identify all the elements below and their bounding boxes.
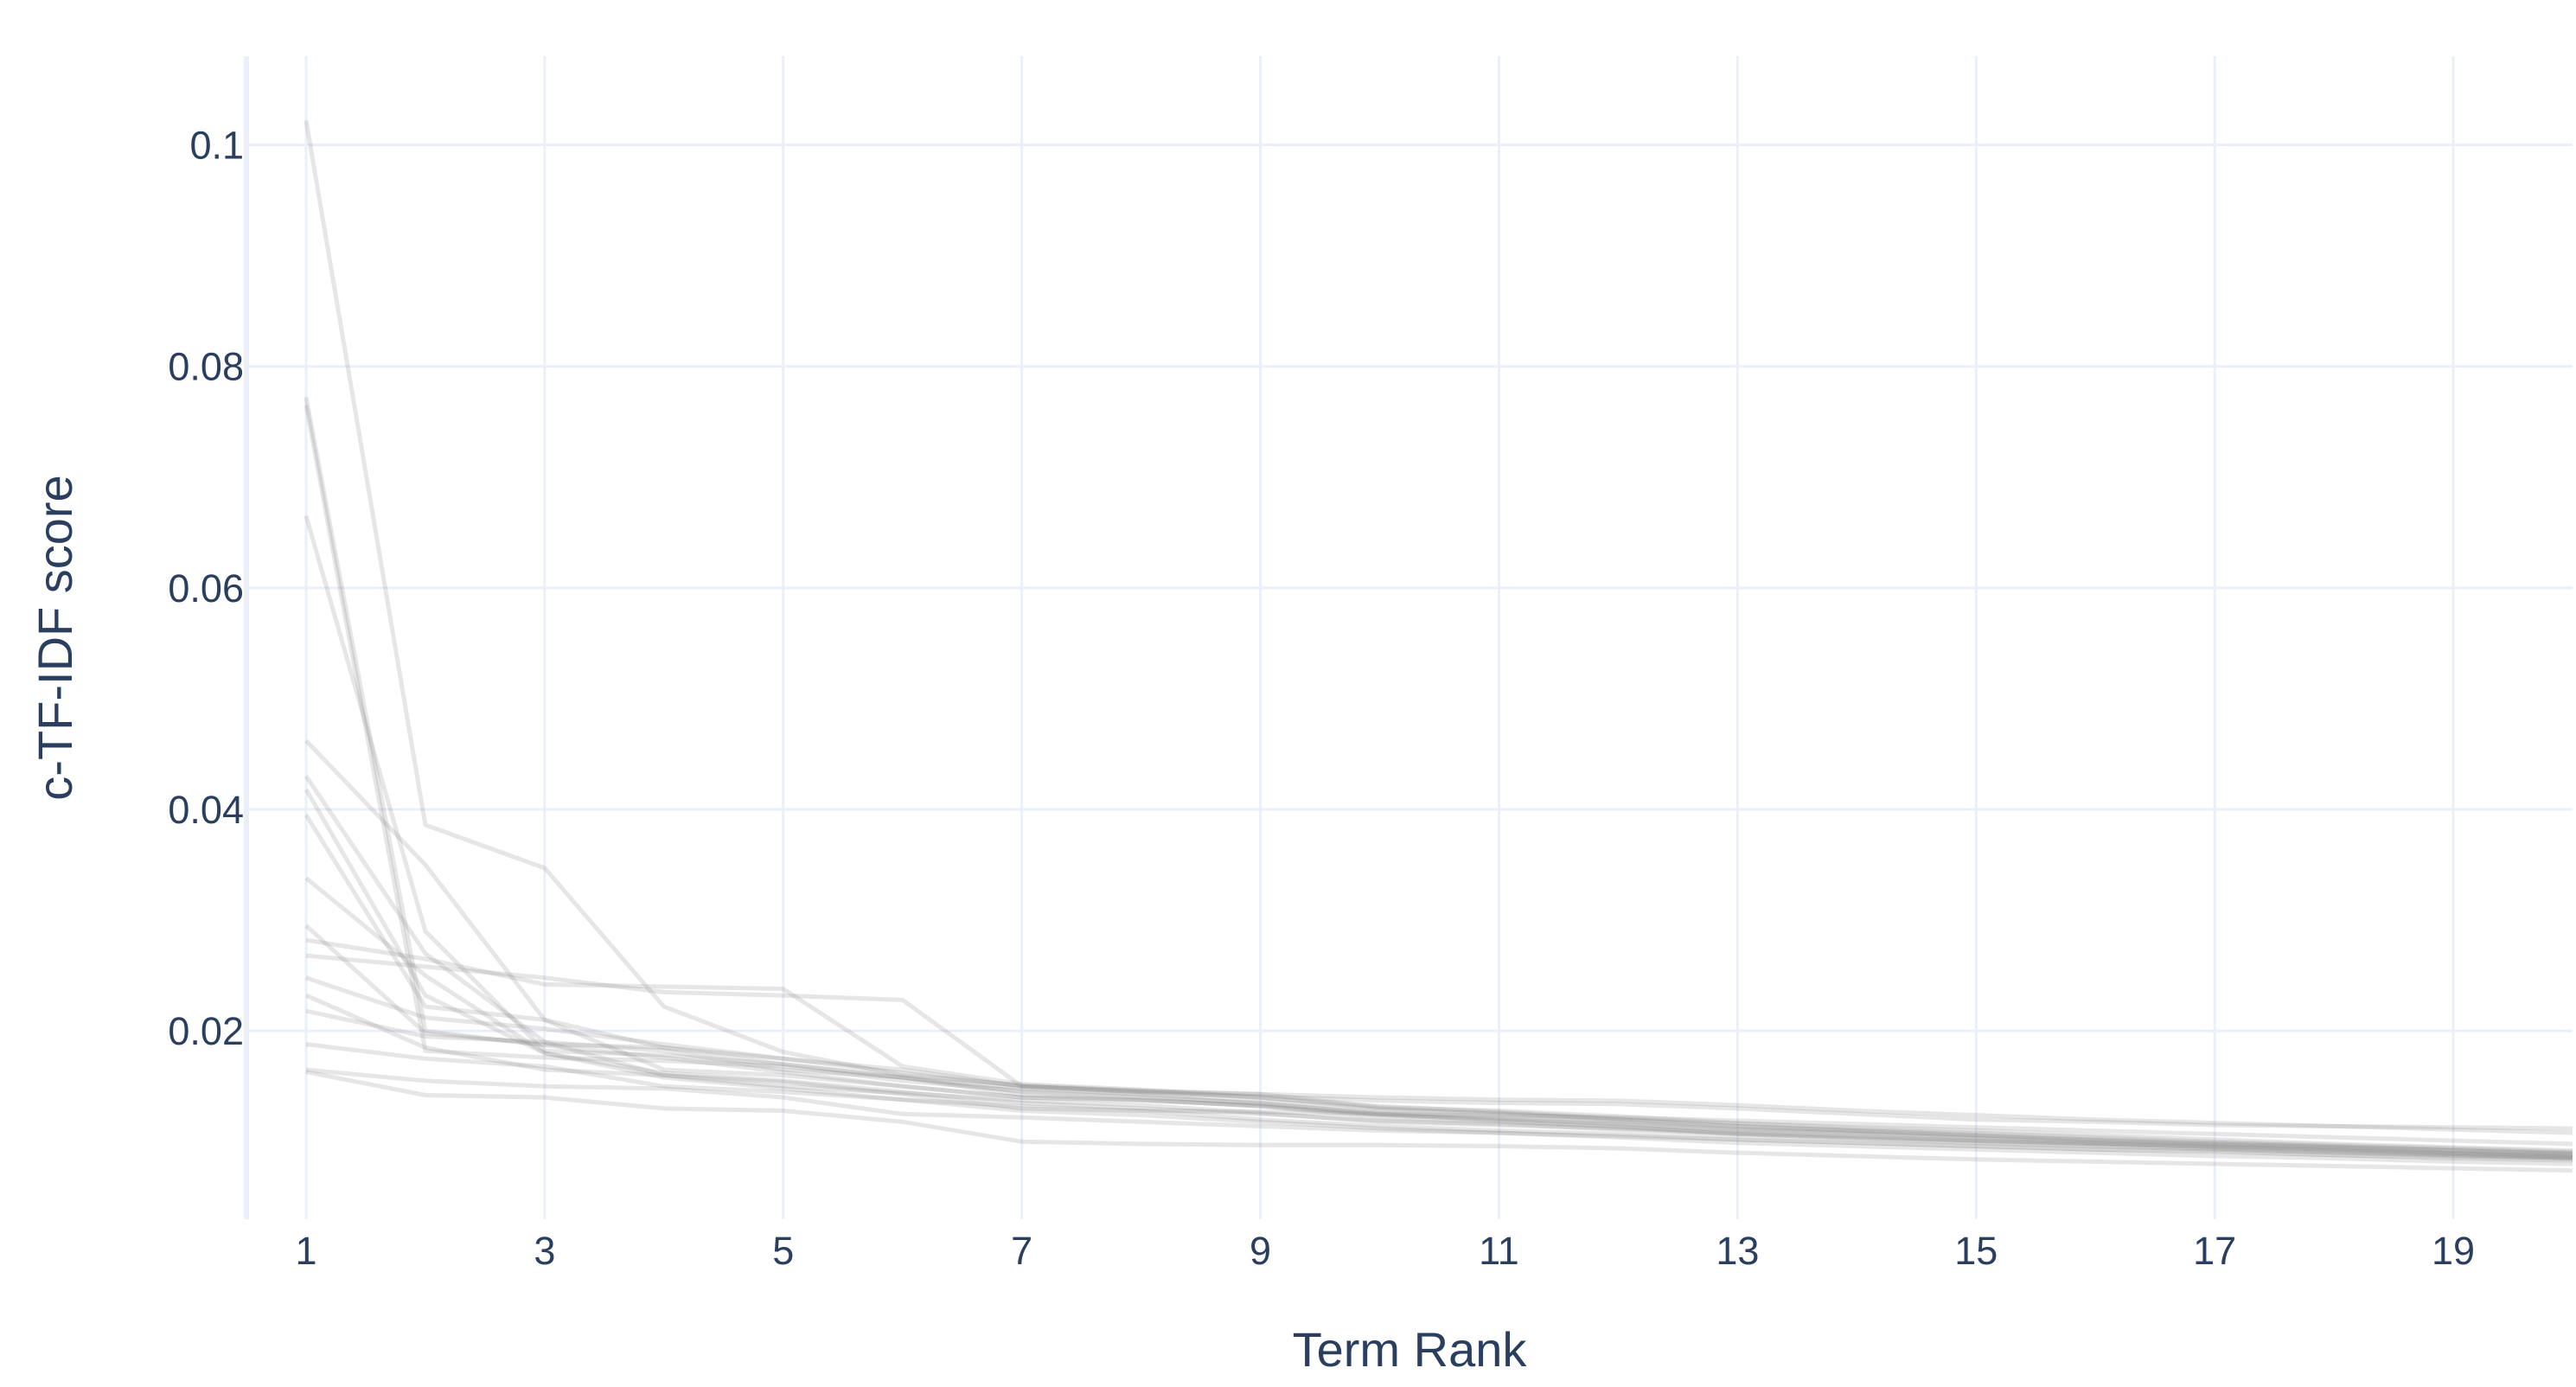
series-line-17 xyxy=(305,1008,2573,1160)
series-line-11 xyxy=(305,937,2573,1156)
series-line-12 xyxy=(305,953,2573,1131)
series-line-6 xyxy=(304,775,2573,1160)
series-line-5 xyxy=(304,738,2573,1159)
series-lines xyxy=(304,119,2573,1173)
y-tick-label: 0.1 xyxy=(189,123,244,167)
series-line-2 xyxy=(304,397,2573,1158)
series-line-3 xyxy=(304,405,2573,1156)
x-tick-label: 11 xyxy=(1479,1229,1519,1273)
x-tick-label: 17 xyxy=(2193,1229,2236,1273)
series-line-16 xyxy=(305,1070,2573,1173)
x-tick-label: 19 xyxy=(2432,1229,2475,1273)
x-tick-label: 9 xyxy=(1250,1229,1271,1273)
series-line-4 xyxy=(304,515,2573,1155)
x-tick-label: 3 xyxy=(534,1229,555,1273)
series-line-9 xyxy=(304,876,2573,1163)
y-tick-label: 0.08 xyxy=(168,345,244,389)
series-line-18 xyxy=(305,1042,2573,1166)
x-axis-title: Term Rank xyxy=(1293,1322,1528,1377)
x-tick-label: 1 xyxy=(295,1229,316,1273)
x-tick-label: 5 xyxy=(772,1229,794,1273)
series-line-15 xyxy=(305,1067,2573,1162)
y-tick-label: 0.02 xyxy=(168,1009,244,1053)
y-tick-label: 0.04 xyxy=(168,788,244,832)
series-line-1 xyxy=(304,119,2573,1154)
tick-labels: 1 3 5 7 9 11 13 15 17 190.020.040.060.080.1 xyxy=(168,123,2475,1273)
series-line-8 xyxy=(304,814,2573,1160)
x-tick-label: 13 xyxy=(1716,1229,1759,1273)
grid-lines xyxy=(246,56,2573,1219)
series-line-10 xyxy=(304,924,2573,1154)
series-line-14 xyxy=(304,993,2573,1147)
y-axis-title: c-TF-IDF score xyxy=(28,475,82,800)
x-tick-label: 7 xyxy=(1011,1229,1032,1273)
y-tick-label: 0.06 xyxy=(168,566,244,610)
series-line-7 xyxy=(304,788,2573,1160)
x-tick-label: 15 xyxy=(1954,1229,1998,1273)
series-line-13 xyxy=(305,975,2573,1135)
